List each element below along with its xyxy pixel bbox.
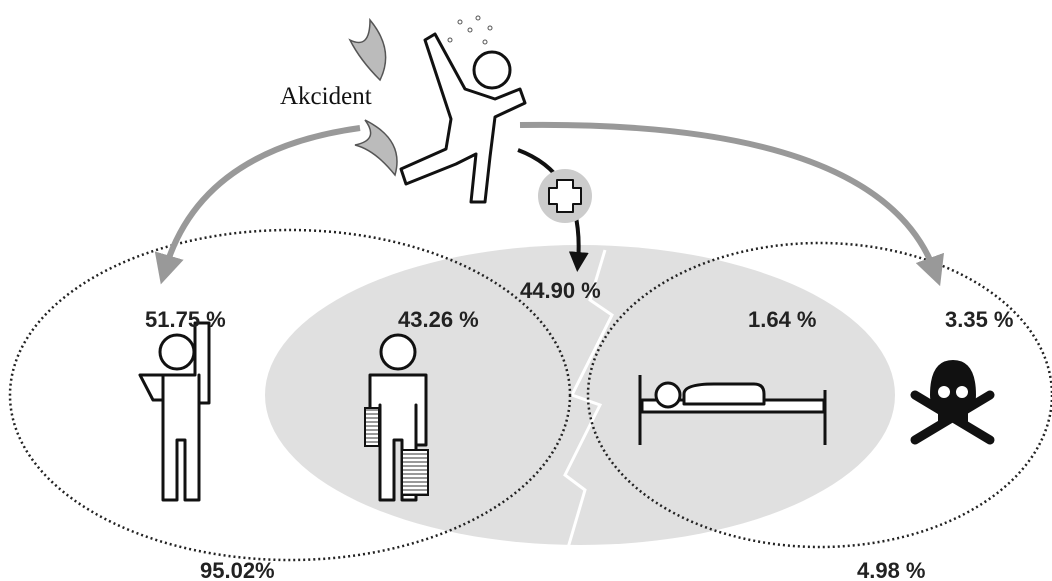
bed-patient	[638, 375, 827, 445]
person-injured	[364, 333, 429, 502]
person-ok	[138, 321, 211, 502]
outcome-label: 43.26 %	[398, 307, 479, 332]
skull	[910, 360, 995, 445]
outcome-label: 51.75 %	[145, 307, 226, 332]
title: Akcident	[280, 83, 372, 110]
outcome-label: 1.64 %	[748, 307, 817, 332]
medical-cross	[548, 179, 582, 213]
accident-figure	[348, 15, 527, 204]
arrow-left	[154, 125, 361, 285]
outcome-label: 3.35 %	[945, 307, 1014, 332]
group-label: 95.02%	[200, 558, 275, 581]
survivors-ellipse	[8, 228, 572, 562]
crack	[558, 249, 614, 576]
group-label: 4.98 %	[857, 558, 926, 581]
treated-label: 44.90 %	[520, 278, 601, 303]
arrow-right	[519, 121, 944, 287]
